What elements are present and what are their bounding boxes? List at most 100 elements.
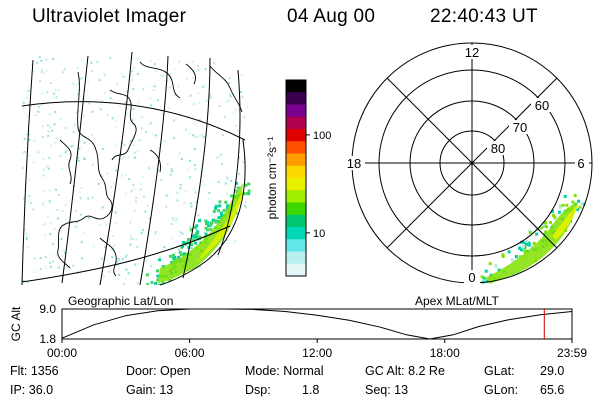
- aurora-dot: [521, 245, 525, 249]
- speckle-dot: [244, 226, 247, 229]
- aurora-dot: [198, 235, 202, 239]
- speckle-dot: [133, 187, 136, 190]
- colorbar-stripe: [286, 251, 306, 265]
- speckle-dot: [26, 133, 29, 136]
- speckle-dot: [177, 85, 180, 88]
- speckle-dot: [102, 72, 105, 75]
- speckle-dot: [132, 144, 135, 147]
- speckle-dot: [148, 167, 151, 170]
- speckle-dot: [52, 260, 55, 263]
- aurora-dot: [580, 202, 584, 206]
- speckle-dot: [55, 96, 58, 98]
- speckle-dot: [109, 97, 112, 100]
- speckle-dot: [77, 110, 80, 113]
- speckle-dot: [45, 69, 48, 72]
- speckle-dot: [129, 140, 132, 142]
- speckle-dot: [193, 122, 196, 125]
- ip-value: IP: 36.0: [10, 383, 54, 397]
- speckle-dot: [235, 55, 238, 58]
- aurora-dot: [573, 194, 577, 197]
- speckle-dot: [165, 194, 168, 197]
- speckle-dot: [226, 177, 229, 180]
- speckle-dot: [225, 239, 228, 242]
- alt-y-tick-label: 9.0: [39, 302, 56, 316]
- mlt-label-6: 6: [577, 156, 584, 171]
- speckle-dot: [187, 168, 190, 171]
- speckle-dot: [39, 257, 42, 260]
- aurora-dot: [577, 199, 581, 203]
- aurora-dot: [542, 223, 546, 227]
- colorbar-stripe: [286, 104, 306, 118]
- speckle-dot: [129, 74, 132, 76]
- speckle-dot: [237, 173, 240, 176]
- speckle-dot: [57, 194, 60, 196]
- speckle-dot: [208, 93, 211, 96]
- speckle-dot: [228, 99, 231, 102]
- aurora-dot: [146, 283, 150, 285]
- speckle-dot: [45, 266, 47, 269]
- speckle-dot: [214, 264, 217, 267]
- flight-number: Flt: 1356: [10, 364, 59, 378]
- speckle-dot: [33, 257, 36, 260]
- speckle-dot: [123, 75, 126, 78]
- speckle-dot: [87, 217, 90, 219]
- speckle-dot: [55, 97, 58, 100]
- aurora-dot: [218, 200, 222, 204]
- speckle-dot: [174, 221, 177, 224]
- speckle-dot: [32, 70, 35, 72]
- speckle-dot: [46, 215, 49, 218]
- speckle-dot: [28, 154, 31, 157]
- speckle-dot: [192, 189, 195, 191]
- speckle-dot: [211, 274, 214, 277]
- speckle-dot: [76, 93, 79, 96]
- speckle-dot: [42, 136, 45, 139]
- speckle-dot: [53, 92, 56, 95]
- speckle-dot: [78, 147, 81, 150]
- speckle-dot: [40, 70, 43, 73]
- speckle-dot: [40, 68, 43, 71]
- speckle-dot: [199, 283, 202, 285]
- mlat-label-70: 70: [513, 120, 527, 135]
- speckle-dot: [53, 123, 56, 126]
- speckle-dot: [133, 151, 136, 154]
- speckle-dot: [244, 206, 247, 209]
- speckle-dot: [219, 153, 222, 156]
- speckle-dot: [26, 114, 29, 117]
- aurora-dot: [217, 209, 220, 213]
- aurora-dot: [189, 228, 193, 232]
- speckle-dot: [232, 250, 235, 253]
- speckle-dot: [162, 113, 164, 116]
- mlt-label-18: 18: [347, 156, 361, 171]
- alt-x-tick-label: 06:00: [175, 346, 205, 360]
- speckle-dot: [44, 256, 47, 258]
- speckle-dot: [41, 125, 44, 128]
- alt-y-ticks: 9.0 1.8: [39, 302, 56, 346]
- aurora-dot: [217, 216, 221, 220]
- speckle-dot: [160, 179, 163, 182]
- speckle-dot: [27, 246, 30, 249]
- dsp-label: Dsp:: [245, 383, 271, 397]
- speckle-dot: [181, 281, 184, 284]
- aurora-dot: [204, 219, 208, 223]
- speckle-dot: [47, 167, 50, 170]
- aurora-dot: [528, 231, 532, 235]
- speckle-dot: [49, 261, 52, 264]
- speckle-dot: [234, 108, 237, 111]
- glat-value: 29.0: [540, 364, 565, 378]
- aurora-dot: [512, 273, 515, 277]
- colorbar-stripe: [286, 80, 306, 93]
- speckle-dot: [171, 217, 174, 219]
- speckle-dot: [172, 219, 175, 221]
- speckle-dot: [205, 99, 208, 102]
- speckle-dot: [188, 132, 191, 135]
- header-time: 22:40:43 UT: [430, 6, 538, 27]
- aurora-dot: [571, 200, 575, 204]
- speckle-dot: [42, 72, 45, 75]
- speckle-dot: [97, 183, 100, 185]
- speckle-dot: [190, 247, 193, 250]
- speckle-dot: [100, 100, 103, 103]
- aurora-dot: [514, 255, 518, 259]
- speckle-dot: [146, 205, 149, 207]
- speckle-dot: [162, 74, 165, 77]
- speckle-dot: [226, 192, 229, 195]
